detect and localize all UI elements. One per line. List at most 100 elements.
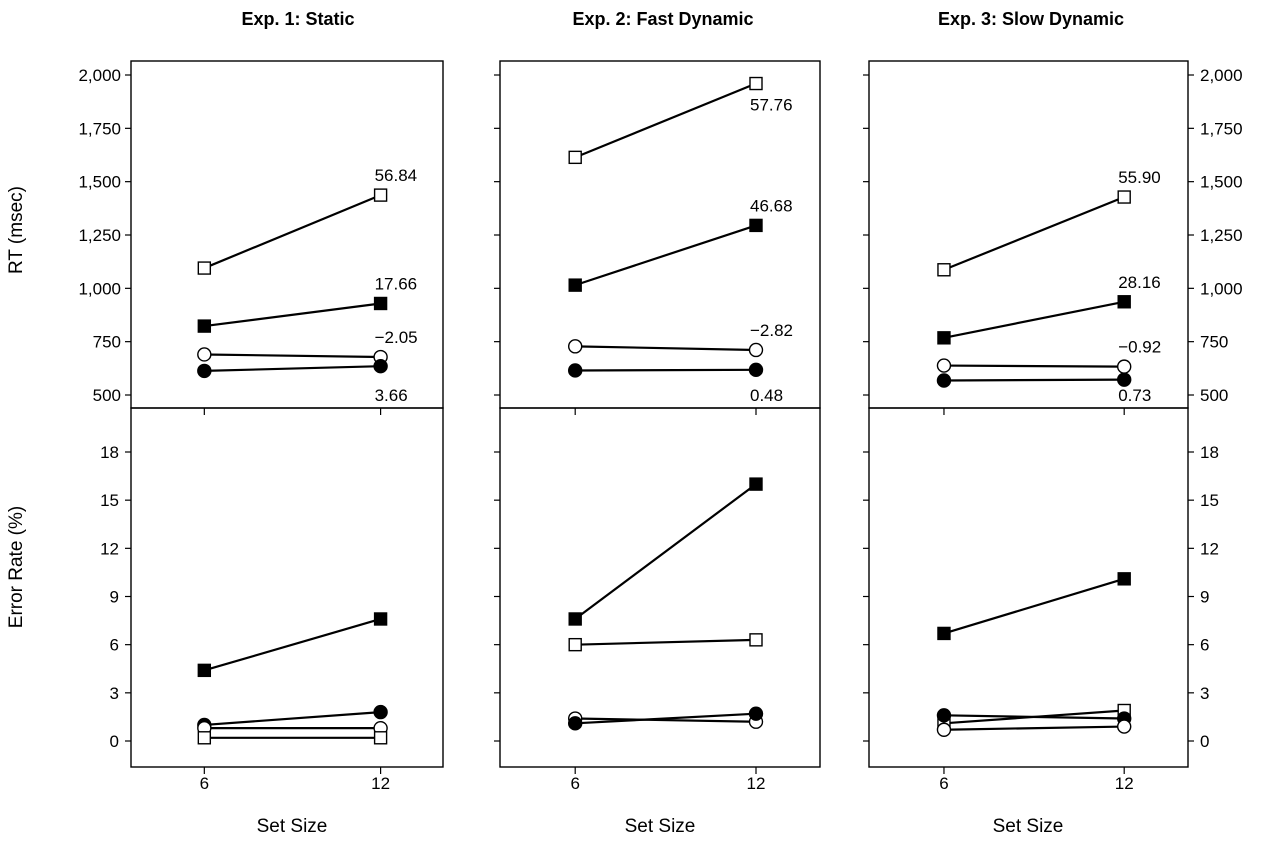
error-y-tick-label-right: 18: [1200, 443, 1219, 462]
x-axis-label-exp1: Set Size: [257, 816, 328, 837]
rt-y-tick-label-right: 1,000: [1200, 279, 1243, 298]
slope-label-filled-circle-exp1: 3.66: [375, 386, 408, 405]
error-y-tick-label: 18: [100, 443, 119, 462]
rt-point-filled-square-exp2: [749, 218, 763, 233]
error-series-line-filled-circle-exp3: [943, 714, 1125, 720]
x-tick-label-exp2: 6: [570, 774, 579, 793]
error-point-open-circle-exp3: [1116, 719, 1132, 734]
error-rate-axis-label: Error Rate (%): [6, 506, 27, 628]
rt-point-filled-square-exp3: [937, 331, 951, 345]
rt-y-tick-label: 2,000: [78, 66, 121, 85]
rt-point-filled-circle-exp1: [197, 363, 212, 379]
error-point-open-square-exp2: [568, 637, 582, 652]
rt-point-filled-circle-exp3: [936, 373, 952, 388]
rt-point-filled-square-exp2: [568, 278, 582, 292]
panel-title-exp3: Exp. 3: Slow Dynamic: [938, 9, 1124, 29]
slope-label-filled-circle-exp2: 0.48: [750, 386, 783, 405]
slope-label-open-square-exp3: 55.90: [1118, 168, 1161, 187]
error-series-line-open-square-exp2: [575, 638, 757, 646]
error-point-filled-circle-exp3: [936, 708, 952, 723]
error-series-line-open-circle-exp3: [943, 725, 1125, 731]
rt-series-line-open-square-exp1: [203, 194, 382, 270]
rt-point-open-circle-exp2: [748, 342, 764, 358]
rt-y-tick-label: 1,250: [78, 226, 121, 245]
error-panel-frame-exp1: [130, 407, 444, 768]
slope-label-open-circle-exp2: −2.82: [750, 321, 793, 340]
rt-point-open-circle-exp3: [936, 358, 952, 373]
error-series-line-filled-square-exp1: [204, 617, 381, 672]
error-y-tick-label: 6: [110, 636, 119, 655]
rt-series-line-open-circle-exp1: [204, 353, 381, 359]
x-tick-label-exp1: 6: [200, 774, 209, 793]
error-point-open-square-exp2: [749, 633, 763, 647]
rt-series-line-filled-circle-exp2: [575, 368, 757, 372]
error-series-line-filled-square-exp2: [574, 483, 757, 620]
rt-y-tick-label: 1,750: [78, 119, 121, 138]
rt-point-open-circle-exp3: [1116, 359, 1132, 374]
rt-y-tick-label-right: 2,000: [1200, 66, 1243, 85]
error-series-line-open-circle-exp2: [575, 717, 757, 723]
slope-label-open-square-exp2: 57.76: [750, 96, 793, 115]
rt-point-filled-square-exp1: [373, 296, 388, 311]
error-series-line-filled-square-exp3: [943, 577, 1125, 635]
rt-y-tick-label: 500: [93, 386, 121, 405]
error-point-filled-square-exp2: [568, 612, 582, 626]
rt-point-filled-square-exp1: [197, 319, 212, 333]
error-y-tick-label: 15: [100, 491, 119, 510]
error-series-line-filled-circle-exp2: [575, 712, 757, 725]
rt-point-open-square-exp2: [749, 76, 763, 91]
error-point-filled-circle-exp2: [568, 716, 583, 731]
slope-label-filled-square-exp2: 46.68: [750, 196, 793, 215]
rt-point-filled-circle-exp1: [373, 359, 388, 374]
rt-series-line-filled-square-exp2: [574, 224, 757, 287]
rt-series-line-open-square-exp3: [943, 196, 1125, 271]
error-y-tick-label-right: 0: [1200, 732, 1209, 751]
slope-label-filled-square-exp1: 17.66: [375, 274, 418, 293]
x-axis-label-exp2: Set Size: [625, 816, 696, 837]
error-point-open-square-exp1: [373, 731, 388, 745]
rt-series-line-filled-circle-exp3: [943, 378, 1125, 382]
panel-title-exp2: Exp. 2: Fast Dynamic: [572, 9, 753, 29]
error-point-filled-circle-exp1: [373, 704, 388, 720]
rt-y-tick-label: 1,000: [78, 279, 121, 298]
rt-axis-label: RT (msec): [6, 186, 27, 274]
error-point-filled-square-exp3: [937, 626, 951, 641]
slope-label-open-square-exp1: 56.84: [375, 166, 418, 185]
rt-series-line-open-circle-exp2: [575, 345, 757, 352]
rt-series-line-open-square-exp2: [574, 82, 757, 159]
x-tick-label-exp1: 12: [371, 774, 390, 793]
panel-title-exp1: Exp. 1: Static: [241, 9, 354, 29]
rt-y-tick-label-right: 500: [1200, 386, 1228, 405]
slope-label-filled-circle-exp3: 0.73: [1118, 386, 1151, 405]
error-point-filled-square-exp2: [749, 477, 763, 491]
error-y-tick-label: 3: [110, 684, 119, 703]
error-y-tick-label-right: 15: [1200, 491, 1219, 510]
error-point-filled-square-exp1: [197, 663, 212, 678]
rt-series-line-filled-square-exp1: [204, 302, 381, 328]
x-tick-label-exp3: 12: [1115, 774, 1134, 793]
x-axis-label-exp3: Set Size: [993, 816, 1064, 837]
error-y-tick-label-right: 9: [1200, 588, 1209, 607]
rt-point-open-square-exp2: [568, 150, 582, 165]
error-point-open-square-exp1: [197, 731, 212, 745]
rt-y-tick-label-right: 1,250: [1200, 226, 1243, 245]
x-tick-label-exp3: 6: [939, 774, 948, 793]
error-series-line-filled-circle-exp1: [204, 711, 381, 727]
error-point-filled-square-exp1: [373, 612, 388, 626]
rt-point-filled-circle-exp2: [568, 363, 583, 378]
rt-point-filled-square-exp3: [1117, 295, 1131, 309]
rt-y-tick-label: 750: [93, 333, 121, 352]
error-y-tick-label: 12: [100, 539, 119, 558]
rt-point-open-circle-exp1: [197, 347, 212, 362]
error-panel-frame-exp3: [868, 407, 1189, 768]
rt-point-filled-circle-exp2: [748, 362, 764, 378]
rt-y-tick-label-right: 1,750: [1200, 119, 1243, 138]
rt-point-filled-circle-exp3: [1116, 372, 1132, 387]
slope-label-filled-square-exp3: 28.16: [1118, 273, 1161, 292]
rt-point-open-square-exp1: [197, 261, 212, 275]
rt-y-tick-label: 1,500: [78, 173, 121, 192]
error-y-tick-label-right: 6: [1200, 636, 1209, 655]
rt-series-line-open-circle-exp3: [943, 364, 1125, 368]
error-y-tick-label-right: 12: [1200, 539, 1219, 558]
error-panel-frame-exp2: [499, 407, 821, 768]
